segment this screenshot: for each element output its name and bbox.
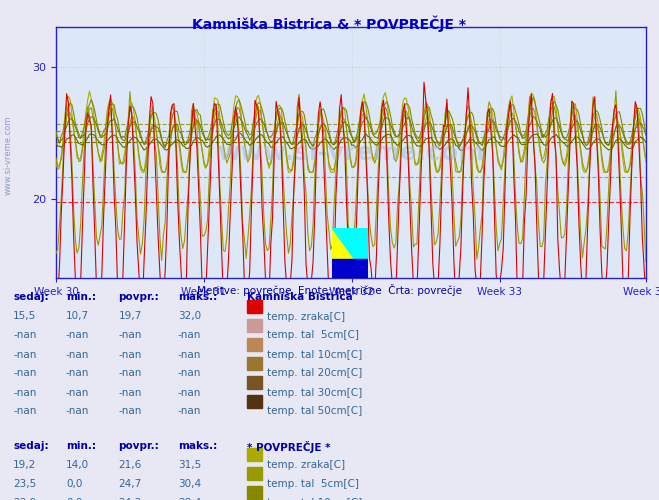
Text: temp. tal 50cm[C]: temp. tal 50cm[C] (267, 406, 362, 416)
Text: povpr.:: povpr.: (119, 440, 159, 450)
Text: -nan: -nan (66, 350, 89, 360)
Text: -nan: -nan (66, 330, 89, 340)
Text: temp. tal 10cm[C]: temp. tal 10cm[C] (267, 350, 362, 360)
Text: -nan: -nan (13, 388, 36, 398)
Text: 19,7: 19,7 (119, 312, 142, 322)
Text: 32,0: 32,0 (178, 312, 201, 322)
Text: -nan: -nan (13, 330, 36, 340)
Text: maks.:: maks.: (178, 292, 217, 302)
Text: temp. tal  5cm[C]: temp. tal 5cm[C] (267, 330, 359, 340)
Bar (332, 258, 368, 278)
Text: 14,0: 14,0 (66, 460, 89, 469)
Text: 21,6: 21,6 (119, 460, 142, 469)
Text: temp. tal 20cm[C]: temp. tal 20cm[C] (267, 368, 362, 378)
Text: -nan: -nan (13, 368, 36, 378)
Text: Meritve: povrečne  Enote: metrične  Črta: povrečje: Meritve: povrečne Enote: metrične Črta: … (197, 284, 462, 296)
Text: 0,0: 0,0 (66, 498, 82, 500)
Text: -nan: -nan (119, 330, 142, 340)
Text: 31,5: 31,5 (178, 460, 201, 469)
Text: -nan: -nan (178, 350, 201, 360)
Text: 0,0: 0,0 (66, 478, 82, 488)
Text: sedaj:: sedaj: (13, 440, 49, 450)
Text: -nan: -nan (13, 406, 36, 416)
Polygon shape (332, 228, 368, 278)
Text: 19,2: 19,2 (13, 460, 36, 469)
Text: sedaj:: sedaj: (13, 292, 49, 302)
Text: maks.:: maks.: (178, 440, 217, 450)
Text: 10,7: 10,7 (66, 312, 89, 322)
Text: -nan: -nan (178, 388, 201, 398)
Text: temp. zraka[C]: temp. zraka[C] (267, 312, 345, 322)
Text: -nan: -nan (178, 330, 201, 340)
Text: Kamniška Bistrica: Kamniška Bistrica (247, 292, 353, 302)
Polygon shape (332, 228, 368, 278)
Text: min.:: min.: (66, 292, 96, 302)
Text: temp. zraka[C]: temp. zraka[C] (267, 460, 345, 469)
Text: Kamniška Bistrica & * POVPREČJE *: Kamniška Bistrica & * POVPREČJE * (192, 16, 467, 32)
Text: povpr.:: povpr.: (119, 292, 159, 302)
Text: 24,3: 24,3 (119, 498, 142, 500)
Text: -nan: -nan (178, 406, 201, 416)
Text: * POVPREČJE *: * POVPREČJE * (247, 440, 331, 452)
Text: 23,9: 23,9 (13, 498, 36, 500)
Text: www.si-vreme.com: www.si-vreme.com (217, 140, 484, 164)
Text: temp. tal 10cm[C]: temp. tal 10cm[C] (267, 498, 362, 500)
Text: -nan: -nan (13, 350, 36, 360)
Text: -nan: -nan (119, 406, 142, 416)
Text: -nan: -nan (119, 388, 142, 398)
Text: -nan: -nan (66, 388, 89, 398)
Text: 30,4: 30,4 (178, 478, 201, 488)
Text: -nan: -nan (66, 406, 89, 416)
Text: -nan: -nan (119, 368, 142, 378)
Text: www.si-vreme.com: www.si-vreme.com (4, 116, 13, 194)
Text: temp. tal  5cm[C]: temp. tal 5cm[C] (267, 478, 359, 488)
Text: -nan: -nan (119, 350, 142, 360)
Text: temp. tal 30cm[C]: temp. tal 30cm[C] (267, 388, 362, 398)
Text: 24,7: 24,7 (119, 478, 142, 488)
Text: min.:: min.: (66, 440, 96, 450)
Text: -nan: -nan (178, 368, 201, 378)
Text: 28,4: 28,4 (178, 498, 201, 500)
Text: 23,5: 23,5 (13, 478, 36, 488)
Text: -nan: -nan (66, 368, 89, 378)
Text: 15,5: 15,5 (13, 312, 36, 322)
